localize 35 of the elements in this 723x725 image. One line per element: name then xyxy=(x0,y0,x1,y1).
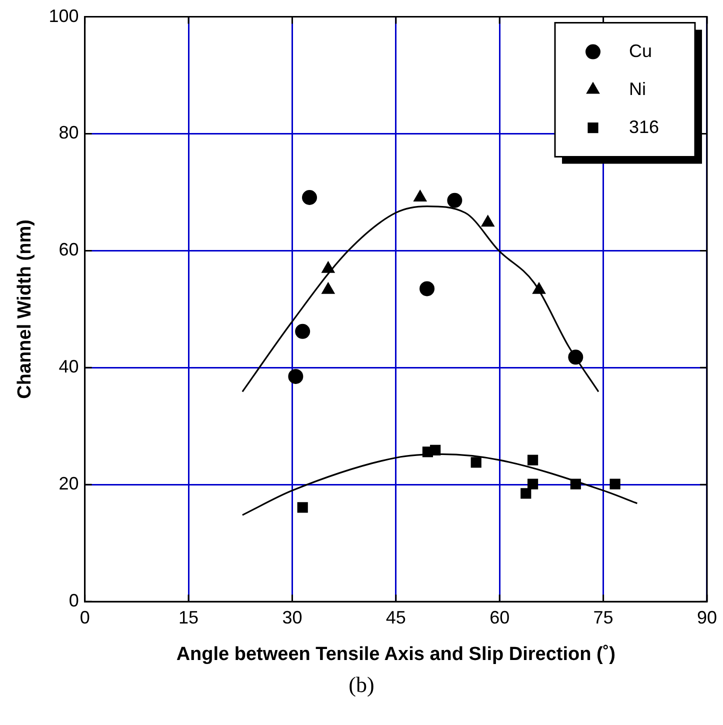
point xyxy=(413,190,428,202)
x-tick-label: 90 xyxy=(696,607,718,628)
y-tick-label: 100 xyxy=(48,6,79,26)
y-axis-title: Channel Width (nm) xyxy=(14,220,36,399)
x-tick-label: 75 xyxy=(593,607,614,628)
point xyxy=(288,368,304,384)
legend-label: Ni xyxy=(628,78,646,99)
x-tick-label: 30 xyxy=(282,607,302,628)
point xyxy=(527,454,538,466)
point xyxy=(430,444,441,456)
point xyxy=(570,478,581,490)
y-tick-label: 80 xyxy=(58,122,79,143)
x-tick-label: 15 xyxy=(178,607,199,628)
x-tick-label: 60 xyxy=(490,607,510,628)
point xyxy=(297,502,308,513)
text: (b) xyxy=(348,672,376,698)
y-tick-label: 20 xyxy=(58,474,79,494)
point xyxy=(321,260,336,273)
point xyxy=(447,192,462,208)
legend-label: Cu xyxy=(628,40,652,61)
point xyxy=(527,478,538,490)
point xyxy=(470,457,482,468)
point xyxy=(420,281,435,296)
y-tick-label: 60 xyxy=(58,240,79,260)
legend-label: 316 xyxy=(628,116,660,137)
point xyxy=(610,478,620,490)
y-tick-label: 40 xyxy=(58,356,79,377)
point xyxy=(568,350,584,365)
point xyxy=(295,324,310,339)
x-axis-title: Angle between Tensile Axis and Slip Direction (˚) xyxy=(176,644,616,665)
point xyxy=(480,214,495,227)
y-tick-label: 0 xyxy=(68,590,79,611)
x-tick-label: 45 xyxy=(386,607,406,628)
point xyxy=(302,190,317,206)
point xyxy=(520,488,532,499)
